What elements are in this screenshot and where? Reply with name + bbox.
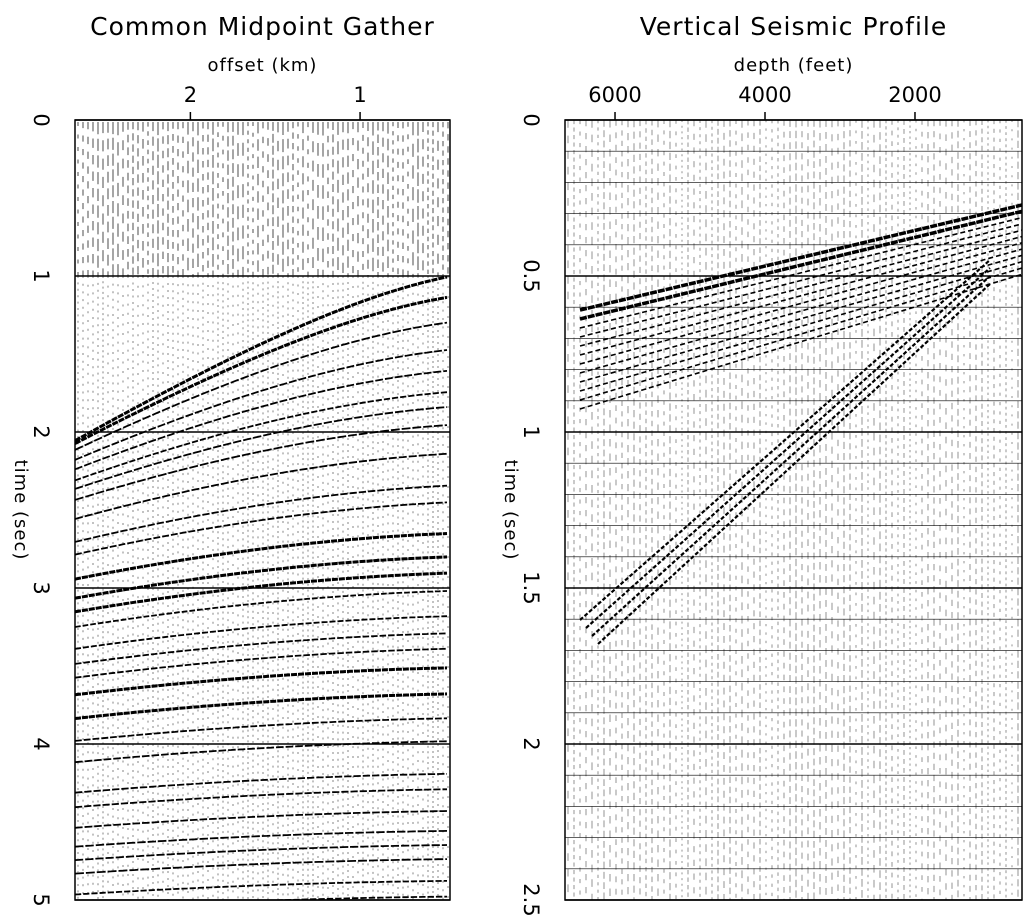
upgoing-wave [579, 259, 991, 621]
downgoing-wave [579, 223, 1022, 338]
reflection [75, 571, 448, 614]
wiggle-traces [75, 122, 449, 900]
x-tick-label: 6000 [588, 83, 641, 107]
x-tick-label: 1 [353, 83, 366, 107]
wiggle-traces [565, 120, 1022, 900]
reflection [75, 501, 448, 556]
y-tick-label: 5 [29, 893, 53, 906]
reflection [75, 788, 447, 809]
downgoing-wave [579, 242, 1022, 365]
downgoing-wave [579, 248, 1022, 374]
y-tick-label: 3 [29, 581, 53, 594]
downgoing-wave [579, 229, 1022, 347]
reflection [75, 773, 447, 794]
downgoing-wave [579, 273, 1022, 410]
reflection [75, 858, 448, 875]
plot-frame [74, 119, 451, 901]
reflection [75, 424, 448, 501]
y-tick-label: 0 [519, 113, 543, 126]
reflection [75, 452, 448, 520]
reflection [75, 615, 448, 650]
reflection [75, 632, 448, 665]
reflection [75, 666, 448, 697]
reflection [75, 830, 448, 848]
reflection [75, 590, 448, 628]
y-tick-label: 2 [29, 425, 53, 438]
chart-title: Common Midpoint Gather [90, 12, 435, 41]
reflection [75, 880, 447, 896]
downgoing-wave [579, 267, 1022, 401]
reflection [75, 844, 448, 861]
reflection [75, 532, 448, 581]
y-tick-label: 1.5 [519, 571, 543, 604]
reflection [75, 349, 448, 461]
reflection [75, 484, 448, 543]
reflection [75, 295, 448, 445]
x-axis-label: depth (feet) [734, 55, 854, 76]
y-axis-label: time (sec) [500, 460, 521, 561]
downgoing-wave [579, 235, 1022, 356]
downgoing-wave [579, 254, 1022, 383]
upgoing-wave [585, 267, 991, 629]
upgoing-wave [597, 283, 991, 645]
y-tick-label: 0 [29, 113, 53, 126]
reflection [75, 391, 448, 482]
reflection [75, 555, 448, 600]
downgoing-wave [579, 203, 1022, 312]
reflection [75, 692, 448, 720]
chart-title: Vertical Seismic Profile [640, 12, 947, 41]
downgoing-wave [579, 216, 1022, 329]
reflection [75, 406, 448, 490]
y-tick-label: 0.5 [519, 259, 543, 292]
reflection [260, 895, 448, 900]
plot-frame [564, 119, 1023, 901]
reflection [75, 717, 448, 742]
reflection [75, 370, 448, 471]
y-axis-label: time (sec) [10, 460, 31, 561]
reflection [75, 647, 448, 679]
x-axis-label: offset (km) [208, 55, 318, 76]
y-tick-label: 2 [519, 737, 543, 750]
x-tick-label: 4000 [738, 83, 791, 107]
y-tick-label: 1 [29, 269, 53, 282]
downgoing-wave [579, 209, 1022, 321]
x-tick-label: 2000 [888, 83, 941, 107]
y-tick-label: 4 [29, 737, 53, 750]
upgoing-wave [591, 275, 991, 637]
y-tick-label: 1 [519, 425, 543, 438]
reflection [75, 740, 448, 764]
x-tick-label: 2 [184, 83, 197, 107]
reflection [75, 275, 448, 443]
y-tick-label: 2.5 [519, 883, 543, 916]
downgoing-wave [579, 260, 1022, 392]
reflection [75, 810, 448, 829]
reflection [75, 321, 448, 451]
